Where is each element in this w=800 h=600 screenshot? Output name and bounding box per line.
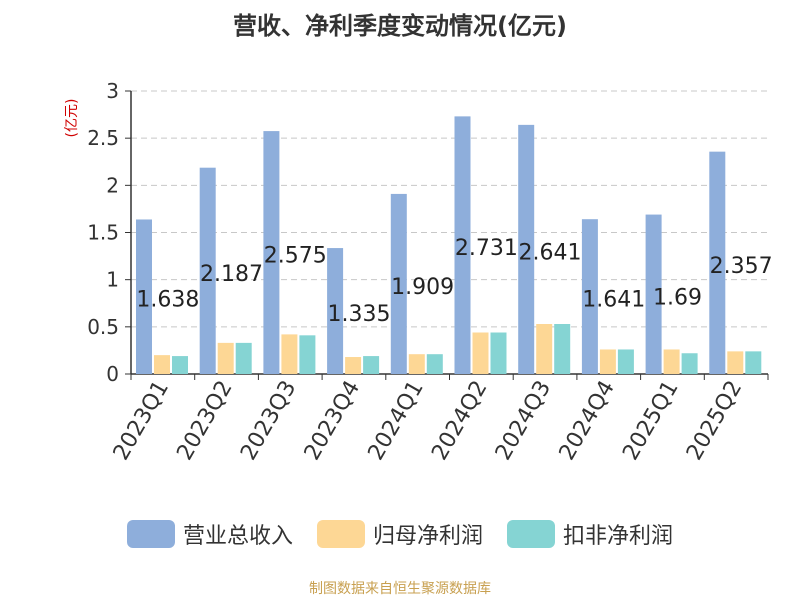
y-tick-label: 2.5 [87, 126, 119, 150]
legend-swatch-deducted-profit [507, 520, 555, 548]
legend-label-net-profit: 归母净利润 [372, 524, 483, 549]
bar-1 [536, 324, 553, 374]
data-label: 2.731 [455, 236, 518, 261]
bar-2 [617, 349, 634, 374]
y-tick-label: 1.5 [87, 221, 119, 245]
bar-0 [263, 131, 280, 374]
bar-2 [363, 356, 380, 374]
bar-2 [172, 356, 188, 374]
data-label: 1.638 [136, 288, 199, 313]
source-note: 制图数据来自恒生聚源数据库 [309, 581, 491, 597]
legend-swatch-revenue [126, 520, 175, 548]
bar-0 [518, 124, 535, 375]
bar-0 [709, 151, 726, 374]
y-tick-label: 1 [106, 268, 119, 292]
bar-0 [454, 116, 471, 374]
data-label: 1.909 [391, 275, 454, 300]
bar-0 [390, 193, 407, 374]
legend-item-net-profit[interactable]: 归母净利润 [316, 518, 483, 550]
data-label: 2.357 [710, 254, 773, 279]
bar-1 [345, 357, 362, 374]
bar-1 [154, 355, 170, 374]
bar-2 [554, 324, 571, 374]
bar-2 [235, 342, 252, 374]
y-tick-label: 0 [106, 362, 119, 386]
legend-item-deducted-profit[interactable]: 扣非净利润 [507, 518, 673, 550]
data-label: 2.575 [264, 244, 327, 269]
legend-swatch-net-profit [316, 520, 365, 548]
bar-2 [681, 353, 698, 374]
bar-1 [599, 349, 616, 374]
bar-1 [408, 354, 425, 374]
y-tick-label: 2 [106, 173, 119, 197]
bar-2 [299, 335, 316, 374]
bar-1 [472, 332, 489, 374]
bar-2 [745, 351, 762, 374]
bar-0 [199, 167, 216, 374]
x-tick-label: 2023Q4 [300, 377, 365, 465]
y-tick-label: 0.5 [87, 315, 119, 339]
data-label: 2.641 [519, 240, 582, 265]
legend-label-deducted-profit: 扣非净利润 [563, 524, 674, 549]
x-tick-label: 2024Q2 [427, 377, 492, 465]
x-tick-label: 2024Q1 [364, 377, 429, 465]
bar-2 [490, 332, 507, 374]
data-label: 1.69 [653, 285, 702, 310]
data-label: 1.335 [327, 302, 390, 327]
x-tick-label: 2024Q3 [491, 377, 556, 465]
bar-2 [426, 354, 443, 374]
x-tick-label: 2025Q2 [682, 377, 747, 465]
bar-1 [727, 351, 744, 374]
bar-0 [581, 219, 598, 374]
bar-1 [663, 349, 680, 374]
legend: 营业总收入 归母净利润 扣非净利润 [0, 518, 800, 550]
bar-1 [217, 342, 234, 374]
bar-1 [281, 334, 298, 374]
bar-0 [327, 248, 344, 374]
x-tick-label: 2023Q3 [236, 377, 301, 465]
data-label: 1.641 [582, 288, 645, 313]
bar-0 [136, 219, 152, 374]
bar-0 [645, 214, 662, 374]
x-tick-label: 2024Q4 [555, 377, 620, 465]
y-axis-label: (亿元) [64, 99, 80, 138]
legend-label-revenue: 营业总收入 [182, 524, 293, 549]
y-tick-label: 3 [106, 79, 119, 103]
x-tick-label: 2023Q1 [109, 377, 174, 465]
x-tick-label: 2023Q2 [172, 377, 237, 465]
chart-title: 营收、净利季度变动情况(亿元) [233, 12, 567, 40]
data-label: 2.187 [200, 262, 263, 287]
x-tick-label: 2025Q1 [618, 377, 683, 465]
legend-item-revenue[interactable]: 营业总收入 [126, 518, 293, 550]
